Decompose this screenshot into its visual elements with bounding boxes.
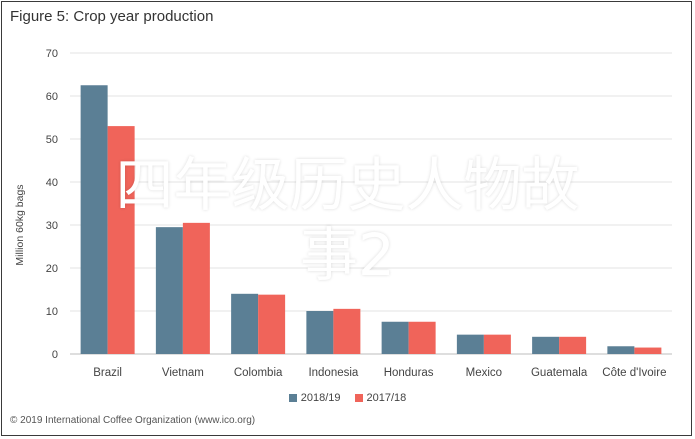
bar-2017-18 bbox=[408, 321, 436, 354]
copyright-footer: © 2019 International Coffee Organization… bbox=[10, 415, 256, 426]
bar-2017-18 bbox=[258, 294, 286, 354]
bar-2018-19 bbox=[532, 336, 560, 354]
legend-label: 2018/19 bbox=[300, 392, 341, 404]
y-tick-label: 30 bbox=[46, 220, 58, 232]
x-tick-label: Vietnam bbox=[162, 367, 204, 379]
legend-swatch bbox=[354, 394, 363, 402]
bar-2018-19 bbox=[80, 85, 108, 354]
x-tick-label: Colombia bbox=[234, 367, 283, 379]
bar-2018-19 bbox=[381, 321, 409, 354]
legend-label: 2017/18 bbox=[366, 392, 407, 404]
bar-2017-18 bbox=[182, 222, 210, 354]
y-tick-label: 20 bbox=[46, 263, 58, 275]
legend-item-2018-19: 2018/19 bbox=[288, 392, 341, 404]
y-tick-label: 10 bbox=[46, 306, 58, 318]
bar-2017-18 bbox=[559, 336, 587, 354]
x-tick-label: Brazil bbox=[93, 367, 122, 379]
legend-swatch bbox=[288, 394, 297, 402]
watermark-overlay: 四年级历史人物故 事2 bbox=[0, 150, 695, 290]
legend: 2018/19 2017/18 bbox=[0, 392, 695, 404]
x-tick-label: Indonesia bbox=[308, 367, 358, 379]
y-tick-label: 50 bbox=[46, 134, 58, 146]
y-tick-label: 70 bbox=[46, 48, 58, 60]
bar-2018-19 bbox=[306, 311, 334, 354]
y-tick-label: 40 bbox=[46, 177, 58, 189]
bar-2018-19 bbox=[607, 346, 635, 354]
bar-2017-18 bbox=[634, 347, 662, 354]
bar-2018-19 bbox=[155, 227, 183, 354]
x-tick-label: Honduras bbox=[384, 367, 434, 379]
overlay-line-2: 事2 bbox=[300, 221, 395, 289]
bar-2017-18 bbox=[107, 126, 135, 354]
y-tick-label: 60 bbox=[46, 91, 58, 103]
bar-2017-18 bbox=[483, 334, 511, 354]
bar-2018-19 bbox=[231, 293, 259, 354]
bar-2018-19 bbox=[456, 334, 484, 354]
legend-item-2017-18: 2017/18 bbox=[354, 392, 407, 404]
x-tick-label: Guatemala bbox=[531, 367, 588, 379]
bar-2017-18 bbox=[333, 308, 361, 354]
chart-title: Figure 5: Crop year production bbox=[10, 8, 214, 25]
y-tick-label: 0 bbox=[52, 349, 58, 361]
overlay-line-1: 四年级历史人物故 bbox=[115, 151, 580, 219]
x-tick-label: Côte d'Ivoire bbox=[602, 367, 666, 379]
x-tick-label: Mexico bbox=[466, 367, 502, 379]
